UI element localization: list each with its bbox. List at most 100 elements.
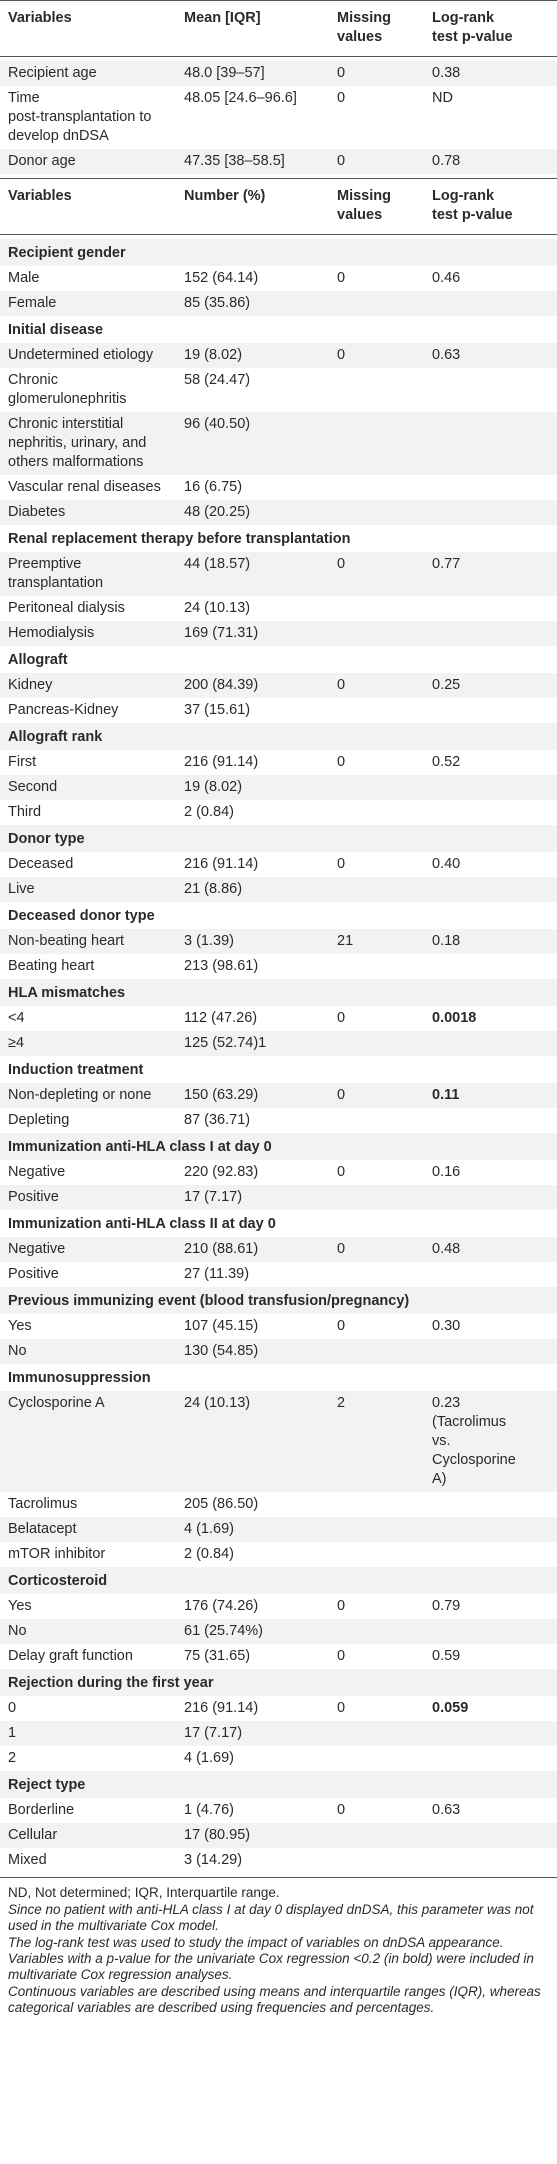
row-variable: Pancreas-Kidney bbox=[8, 702, 119, 718]
row-value: 44 (18.57) bbox=[184, 556, 251, 572]
section-title: Recipient gender bbox=[8, 245, 126, 261]
row-variable: Positive bbox=[8, 1266, 59, 1282]
row-value: 125 (52.74)1 bbox=[184, 1035, 267, 1051]
row-p-value: 0.59 bbox=[432, 1648, 461, 1664]
row-value: 24 (10.13) bbox=[184, 1395, 251, 1411]
row-p-value: 0.16 bbox=[432, 1164, 461, 1180]
row-variable: 0 bbox=[8, 1700, 17, 1716]
row-variable: Male bbox=[8, 270, 40, 286]
section-title: Induction treatment bbox=[8, 1062, 144, 1078]
row-background bbox=[0, 500, 557, 525]
section-title: HLA mismatches bbox=[8, 985, 126, 1001]
section-title: Renal replacement therapy before transpl… bbox=[8, 531, 351, 547]
row-p-value: 0.79 bbox=[432, 1598, 461, 1614]
row-missing: 0 bbox=[337, 677, 346, 693]
row-variable: Yes bbox=[8, 1598, 32, 1614]
row-variable: Tacrolimus bbox=[8, 1496, 78, 1512]
row-missing: 0 bbox=[337, 90, 346, 106]
row-background bbox=[0, 1721, 557, 1746]
row-variable: ≥4 bbox=[8, 1035, 25, 1051]
section-title: Reject type bbox=[8, 1777, 86, 1793]
row-variable: 2 bbox=[8, 1750, 17, 1766]
row-missing: 0 bbox=[337, 1648, 346, 1664]
row-value: 4 (1.69) bbox=[184, 1750, 234, 1766]
row-value: 16 (6.75) bbox=[184, 479, 243, 495]
row-variable: Cyclosporine A bbox=[8, 1395, 105, 1411]
row-variable: Female bbox=[8, 295, 57, 311]
row-value: 48 (20.25) bbox=[184, 504, 251, 520]
row-value: 213 (98.61) bbox=[184, 958, 259, 974]
row-missing: 0 bbox=[337, 1087, 346, 1103]
section-title: Allograft bbox=[8, 652, 68, 668]
row-value: 85 (35.86) bbox=[184, 295, 251, 311]
row-p-value: 0.23 (Tacrolimus vs. Cyclosporine A) bbox=[432, 1395, 516, 1487]
column-header: Variables bbox=[8, 10, 72, 26]
section-title: Previous immunizing event (blood transfu… bbox=[8, 1293, 410, 1309]
row-missing: 0 bbox=[337, 270, 346, 286]
row-background bbox=[0, 1517, 557, 1542]
row-value: 19 (8.02) bbox=[184, 779, 243, 795]
row-value: 27 (11.39) bbox=[184, 1266, 250, 1282]
table-rule bbox=[0, 234, 557, 235]
row-background bbox=[0, 552, 557, 596]
row-value: 87 (36.71) bbox=[184, 1112, 251, 1128]
row-variable: First bbox=[8, 754, 37, 770]
row-value: 2 (0.84) bbox=[184, 804, 234, 820]
row-variable: Second bbox=[8, 779, 58, 795]
row-background bbox=[0, 1746, 557, 1771]
row-value: 210 (88.61) bbox=[184, 1241, 259, 1257]
row-variable: Mixed bbox=[8, 1852, 47, 1868]
row-missing: 0 bbox=[337, 1318, 346, 1334]
row-p-value: 0.46 bbox=[432, 270, 461, 286]
row-missing: 0 bbox=[337, 1700, 346, 1716]
table-rule bbox=[0, 1877, 557, 1878]
row-variable: Negative bbox=[8, 1241, 66, 1257]
row-variable: Preemptive transplantation bbox=[8, 556, 104, 591]
row-value: 17 (80.95) bbox=[184, 1827, 251, 1843]
row-missing: 0 bbox=[337, 856, 346, 872]
row-background bbox=[0, 1364, 557, 1391]
row-value: 61 (25.74%) bbox=[184, 1623, 263, 1639]
table-rule bbox=[0, 178, 557, 179]
row-missing: 0 bbox=[337, 1241, 346, 1257]
row-missing: 0 bbox=[337, 754, 346, 770]
row-background bbox=[0, 149, 557, 174]
row-background bbox=[0, 525, 557, 552]
row-missing: 0 bbox=[337, 65, 346, 81]
row-variable: Kidney bbox=[8, 677, 53, 693]
row-value: 150 (63.29) bbox=[184, 1087, 259, 1103]
row-background bbox=[0, 1108, 557, 1133]
row-background bbox=[0, 1594, 557, 1619]
row-background bbox=[0, 61, 557, 86]
row-value: 2 (0.84) bbox=[184, 1546, 234, 1562]
footnote: ND, Not determined; IQR, Interquartile r… bbox=[8, 1885, 280, 1900]
row-variable: <4 bbox=[8, 1010, 25, 1026]
row-background bbox=[0, 1771, 557, 1798]
row-variable: Third bbox=[8, 804, 42, 820]
row-variable: Non-depleting or none bbox=[8, 1087, 152, 1103]
row-background bbox=[0, 929, 557, 954]
row-variable: Non-beating heart bbox=[8, 933, 125, 949]
row-missing: 0 bbox=[337, 556, 346, 572]
row-value: 152 (64.14) bbox=[184, 270, 259, 286]
row-value: 17 (7.17) bbox=[184, 1189, 243, 1205]
row-value: 216 (91.14) bbox=[184, 856, 259, 872]
row-p-value: 0.38 bbox=[432, 65, 461, 81]
row-background bbox=[0, 596, 557, 621]
row-value: 216 (91.14) bbox=[184, 754, 259, 770]
row-background bbox=[0, 750, 557, 775]
row-value: 47.35 [38–58.5] bbox=[184, 153, 285, 169]
row-value: 169 (71.31) bbox=[184, 625, 259, 641]
row-variable: mTOR inhibitor bbox=[8, 1546, 106, 1562]
row-missing: 0 bbox=[337, 1164, 346, 1180]
row-variable: Live bbox=[8, 881, 35, 897]
row-variable: Diabetes bbox=[8, 504, 66, 520]
row-missing: 0 bbox=[337, 153, 346, 169]
row-variable: Yes bbox=[8, 1318, 32, 1334]
row-p-value: 0.059 bbox=[432, 1700, 469, 1716]
column-header: Missing values bbox=[337, 10, 391, 45]
row-background bbox=[0, 1848, 557, 1873]
section-title: Initial disease bbox=[8, 322, 104, 338]
row-background bbox=[0, 775, 557, 800]
row-background bbox=[0, 1160, 557, 1185]
